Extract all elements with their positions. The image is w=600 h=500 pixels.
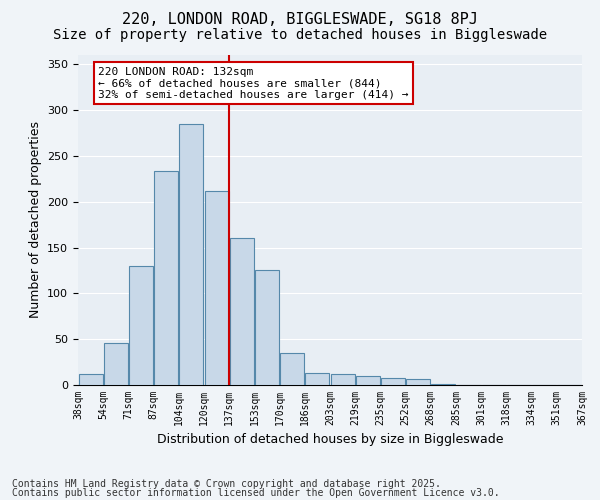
Text: Contains HM Land Registry data © Crown copyright and database right 2025.: Contains HM Land Registry data © Crown c… <box>12 479 441 489</box>
Bar <box>431 384 455 385</box>
Bar <box>129 266 153 385</box>
Bar <box>331 374 355 385</box>
Bar <box>406 378 430 385</box>
Bar <box>381 378 405 385</box>
Bar <box>154 172 178 385</box>
Bar <box>79 374 103 385</box>
Text: 220 LONDON ROAD: 132sqm
← 66% of detached houses are smaller (844)
32% of semi-d: 220 LONDON ROAD: 132sqm ← 66% of detache… <box>98 66 409 100</box>
Bar <box>104 343 128 385</box>
Bar <box>356 376 380 385</box>
Bar <box>255 270 279 385</box>
Text: 220, LONDON ROAD, BIGGLESWADE, SG18 8PJ: 220, LONDON ROAD, BIGGLESWADE, SG18 8PJ <box>122 12 478 28</box>
Bar <box>280 353 304 385</box>
Bar <box>179 124 203 385</box>
Bar <box>230 238 254 385</box>
X-axis label: Distribution of detached houses by size in Biggleswade: Distribution of detached houses by size … <box>157 434 503 446</box>
Bar <box>305 373 329 385</box>
Y-axis label: Number of detached properties: Number of detached properties <box>29 122 41 318</box>
Text: Size of property relative to detached houses in Biggleswade: Size of property relative to detached ho… <box>53 28 547 42</box>
Text: Contains public sector information licensed under the Open Government Licence v3: Contains public sector information licen… <box>12 488 500 498</box>
Bar <box>205 190 229 385</box>
